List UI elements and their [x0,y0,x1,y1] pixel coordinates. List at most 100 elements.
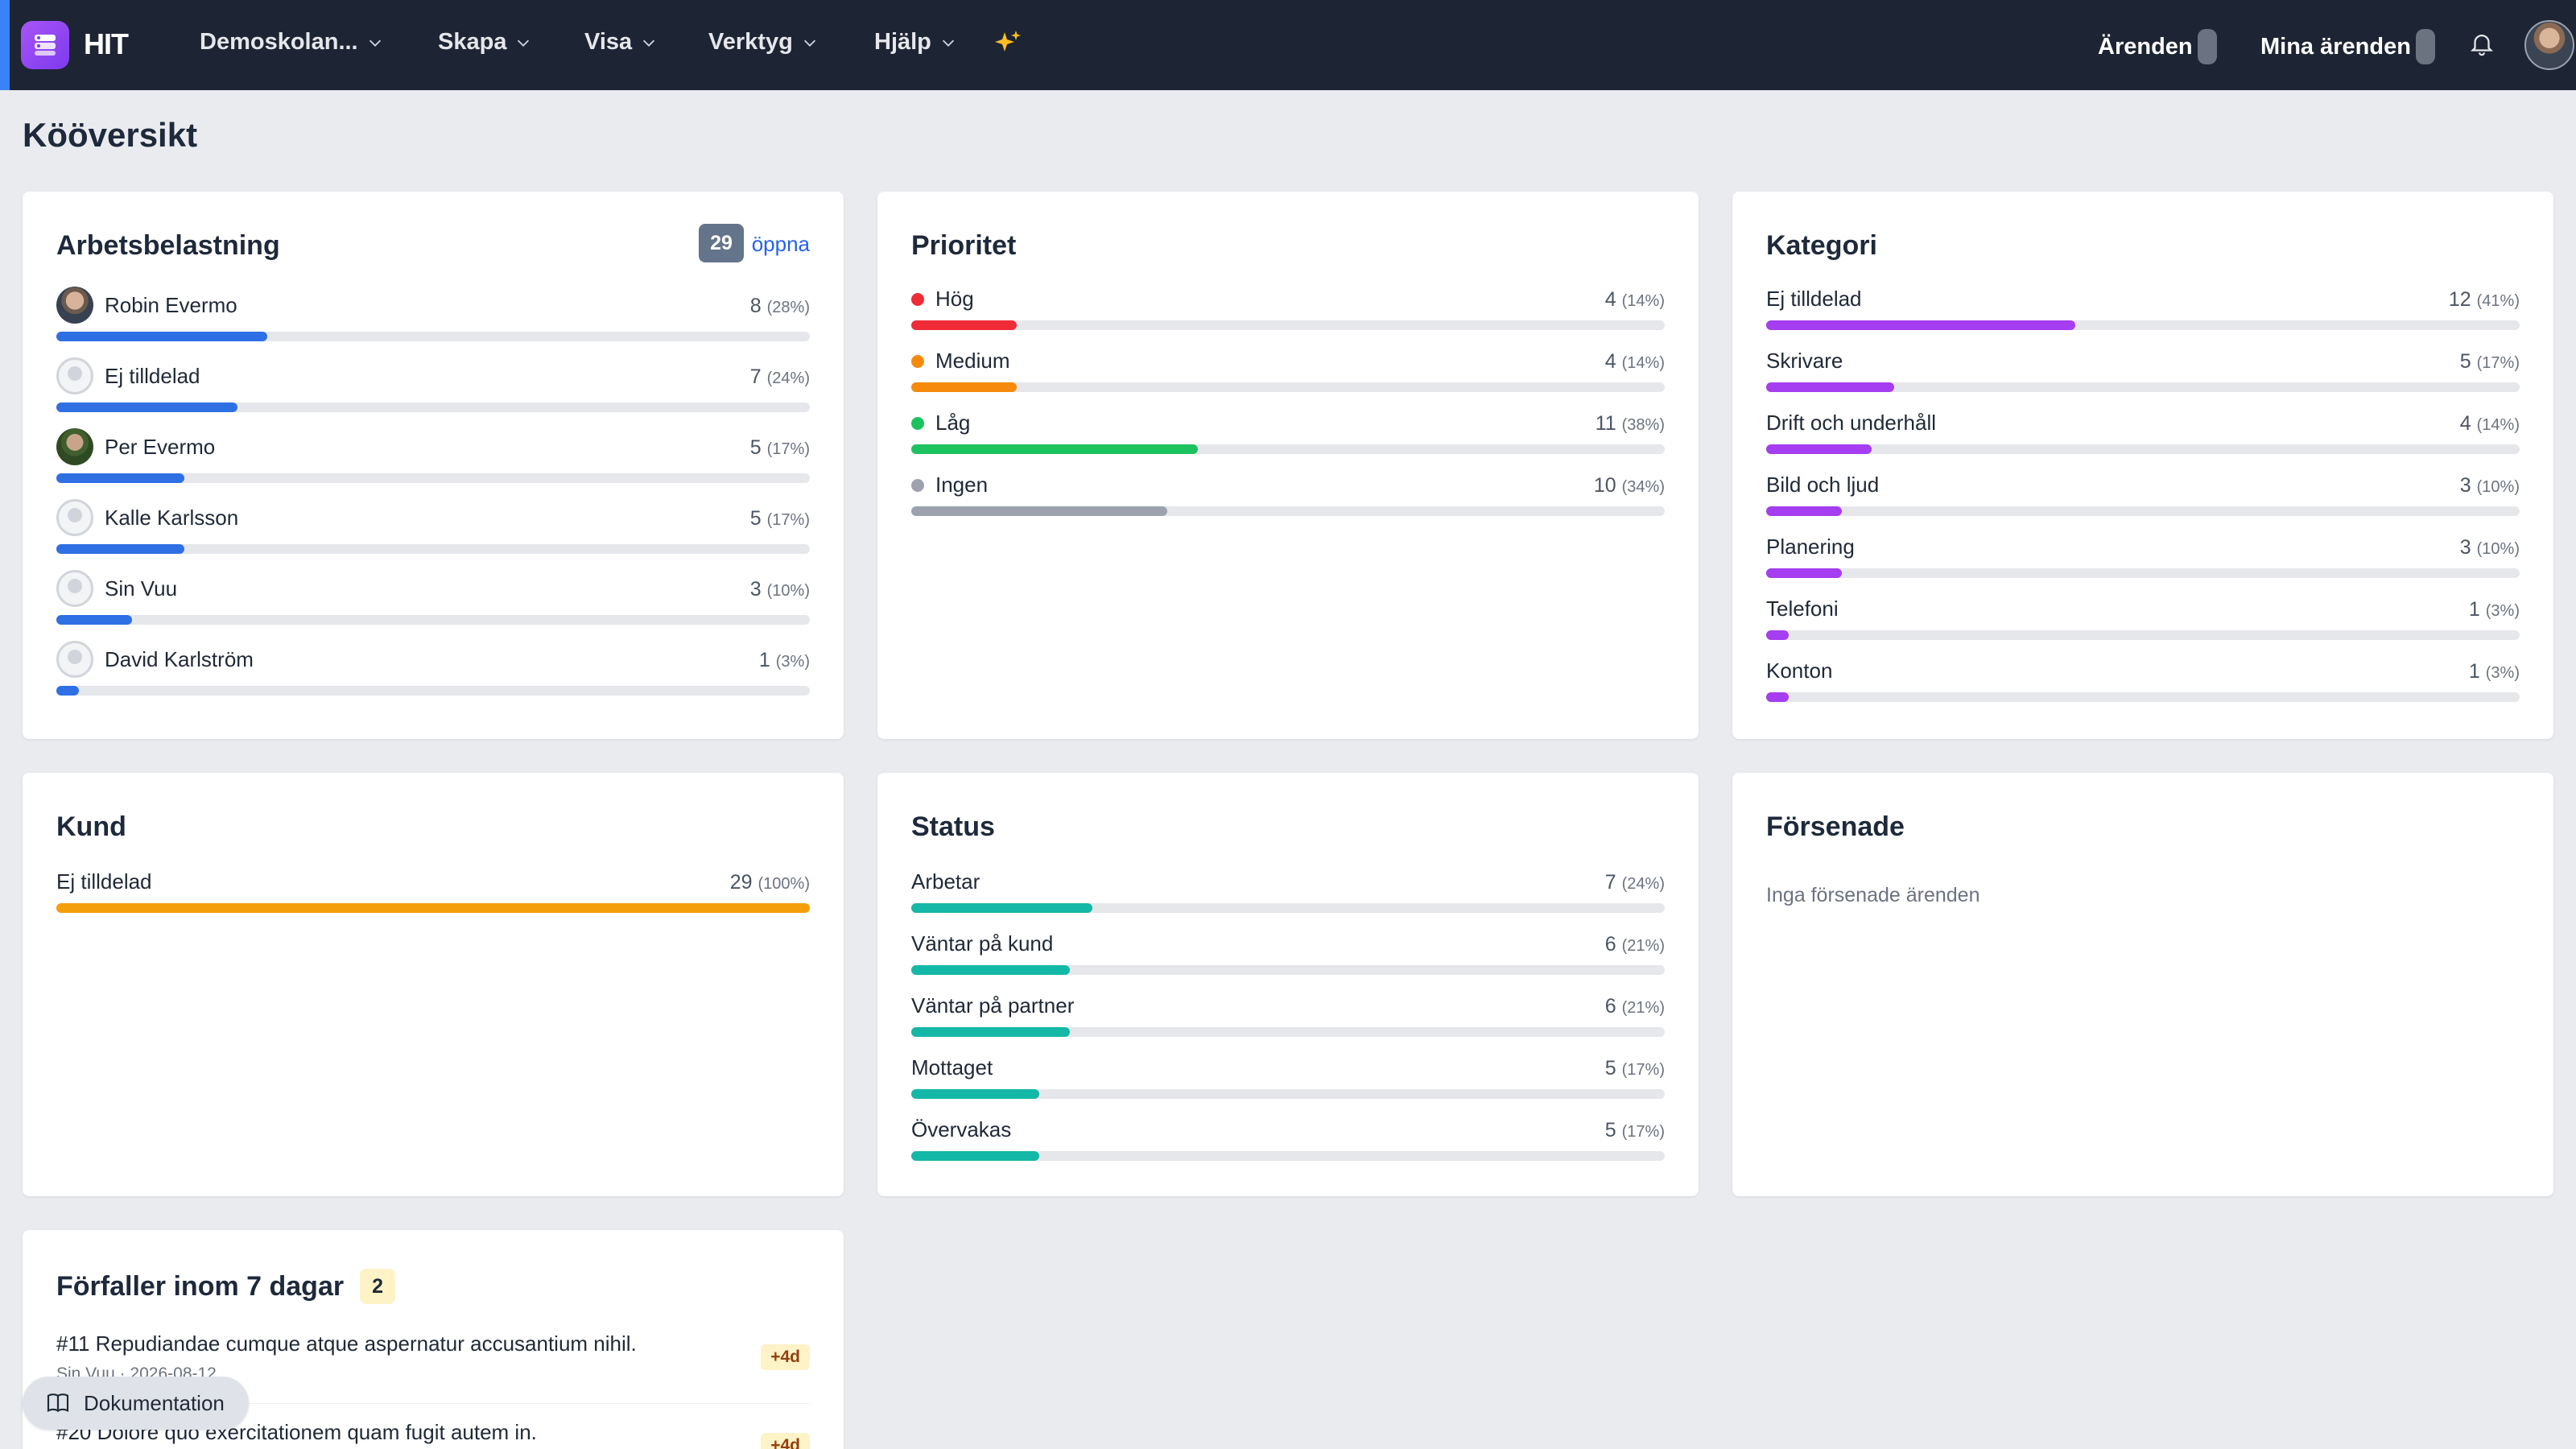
customer-row-name: Ej tilldelad [56,869,152,894]
status-row[interactable]: Mottaget 5 (17%) [911,1055,1665,1104]
priority-row-value: 4 (14%) [1605,288,1665,312]
workload-row-bar-fill [56,332,268,341]
category-row[interactable]: Skrivare 5 (17%) [1766,349,2520,397]
menu-create[interactable]: Skapa [438,29,532,56]
workload-row-label-group: Kalle Karlsson [56,499,238,536]
workload-row[interactable]: Kalle Karlsson 5 (17%) [56,499,810,554]
cases-link[interactable]: Ärenden [2098,29,2217,64]
chevron-down-icon [803,39,815,47]
category-row-value: 1 (3%) [2469,598,2520,621]
category-row[interactable]: Planering 3 (10%) [1766,535,2520,583]
status-row-percent: (24%) [1621,875,1665,893]
category-row-bar-fill [1766,506,1842,516]
priority-row-name: Låg [935,411,971,435]
category-row[interactable]: Drift och underhåll 4 (14%) [1766,411,2520,459]
menu-tools[interactable]: Verktyg [708,29,819,56]
category-row-value: 5 (17%) [2460,350,2520,374]
customer-row-bar-fill [56,903,810,913]
category-row-label-group: Skrivare [1766,349,1843,374]
priority-row-bar-fill [911,320,1018,330]
category-row-value: 4 (14%) [2460,412,2520,436]
category-row-count: 3 [2459,536,2471,559]
priority-row-count: 4 [1604,288,1616,311]
category-row-bar-track [1766,506,2520,516]
menu-view-label: Visa [584,29,633,55]
priority-dot-icon [911,292,924,306]
avatar [56,499,93,536]
due-item-tag: +4d [761,1344,810,1370]
overdue-empty-text: Inga försenade ärenden [1766,884,1980,906]
chevron-down-icon [369,39,381,47]
status-row[interactable]: Väntar på partner 6 (21%) [911,993,1665,1042]
workload-row[interactable]: David Karlström 1 (3%) [56,641,810,696]
status-row-bar-fill [911,903,1092,913]
priority-row[interactable]: Hög 4 (14%) [911,287,1665,335]
customer-row-bar-track [56,903,810,913]
priority-row-percent: (14%) [1621,354,1665,372]
category-row-percent: (10%) [2476,478,2520,496]
category-row-label-group: Drift och underhåll [1766,411,1936,436]
priority-row-bar-fill [911,382,1018,392]
menu-view[interactable]: Visa [584,29,658,56]
due-item[interactable]: #11 Repudiandae cumque atque aspernatur … [56,1331,810,1404]
category-card: Kategori Ej tilldelad 12 (41%) Skrivare 5 (… [1732,192,2553,739]
status-row-bar-fill [911,1027,1070,1037]
category-row-bar-fill [1766,630,1790,640]
priority-row[interactable]: Ingen 10 (34%) [911,473,1665,521]
status-row-percent: (17%) [1621,1123,1665,1141]
category-row[interactable]: Ej tilldelad 12 (41%) [1766,287,2520,335]
workload-row-bar-fill [56,615,132,625]
category-row[interactable]: Bild och ljud 3 (10%) [1766,473,2520,521]
app-name[interactable]: HIT [84,27,129,60]
status-row-name: Arbetar [911,869,980,894]
priority-row[interactable]: Medium 4 (14%) [911,349,1665,397]
workload-row[interactable]: Per Evermo 5 (17%) [56,428,810,483]
status-row[interactable]: Arbetar 7 (24%) [911,869,1665,918]
category-row[interactable]: Konton 1 (3%) [1766,658,2520,707]
open-cases-link[interactable]: öppna [751,232,810,256]
workload-row[interactable]: Robin Evermo 8 (28%) [56,287,810,341]
book-icon [47,1393,69,1413]
category-row-bar-fill [1766,444,1872,454]
priority-row-percent: (14%) [1621,292,1665,310]
workload-row-bar-track [56,544,810,554]
status-row-value: 6 (21%) [1605,995,1665,1018]
status-row-label-group: Övervakas [911,1117,1011,1142]
workload-row-bar-fill [56,686,80,696]
user-avatar[interactable] [2524,20,2574,70]
category-row-bar-track [1766,630,2520,640]
priority-dot-icon [911,478,924,492]
status-row[interactable]: Övervakas 5 (17%) [911,1117,1665,1166]
priority-row-name: Hög [935,287,974,311]
category-row-count: 12 [2448,288,2471,311]
workload-row-percent: (3%) [775,653,810,671]
sparkle-ai-icon[interactable] [993,29,1022,58]
customer-row[interactable]: Ej tilldelad 29 (100%) [56,869,810,918]
menu-create-label: Skapa [438,29,507,55]
workload-row-name: David Karlström [105,646,254,671]
avatar [56,287,93,324]
status-row-name: Väntar på kund [911,931,1054,956]
category-row-bar-track [1766,692,2520,702]
app-logo-icon[interactable] [21,21,69,69]
workload-row-name: Ej tilldelad [105,363,200,388]
my-cases-link[interactable]: Mina ärenden [2260,29,2435,64]
priority-row-bar-fill [911,506,1168,516]
documentation-button[interactable]: Dokumentation [23,1377,249,1430]
priority-row[interactable]: Låg 11 (38%) [911,411,1665,459]
category-row[interactable]: Telefoni 1 (3%) [1766,597,2520,645]
menu-school-label: Demoskolan... [200,29,358,55]
category-row-count: 5 [2459,350,2471,373]
menu-help[interactable]: Hjälp [874,29,957,56]
menu-school[interactable]: Demoskolan... [200,29,384,56]
overdue-title: Försenade [1766,811,1905,842]
workload-row[interactable]: Ej tilldelad 7 (24%) [56,357,810,412]
bell-icon[interactable] [2468,29,2496,58]
workload-row[interactable]: Sin Vuu 3 (10%) [56,570,810,625]
status-row-value: 5 (17%) [1605,1057,1665,1080]
status-row[interactable]: Väntar på kund 6 (21%) [911,931,1665,980]
priority-row-bar-fill [911,444,1198,454]
status-row-value: 5 (17%) [1605,1119,1665,1142]
priority-row-name: Medium [935,349,1010,373]
category-row-bar-track [1766,382,2520,392]
